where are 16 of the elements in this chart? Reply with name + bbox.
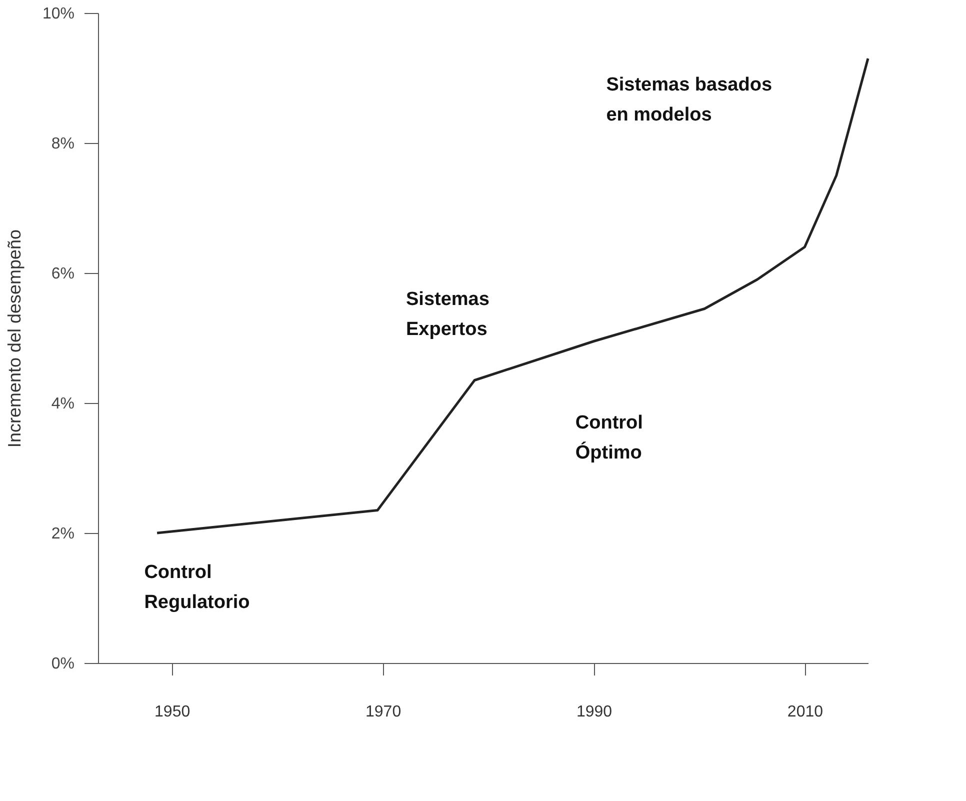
annotation: Sistemas basados en modelos (606, 74, 772, 126)
x-tick-label: 1970 (366, 704, 402, 720)
y-tick-label: 6% (51, 266, 74, 282)
annotation: Sistemas Expertos (406, 289, 490, 340)
y-tick-label: 2% (51, 526, 74, 542)
y-axis-title: Incremento del desempeño (4, 229, 24, 448)
y-tick-label: 4% (51, 396, 74, 412)
line-series (156, 57, 870, 534)
x-tick-label: 1990 (576, 704, 612, 720)
x-tick-label: 1950 (154, 704, 190, 720)
annotation: Control Regulatorio (144, 562, 250, 613)
y-tick-label: 10% (42, 6, 74, 22)
y-tick-label: 0% (51, 656, 74, 672)
x-tick-label: 2010 (787, 704, 824, 720)
y-tick-label: 8% (51, 136, 74, 152)
annotation: Control Óptimo (575, 412, 643, 464)
